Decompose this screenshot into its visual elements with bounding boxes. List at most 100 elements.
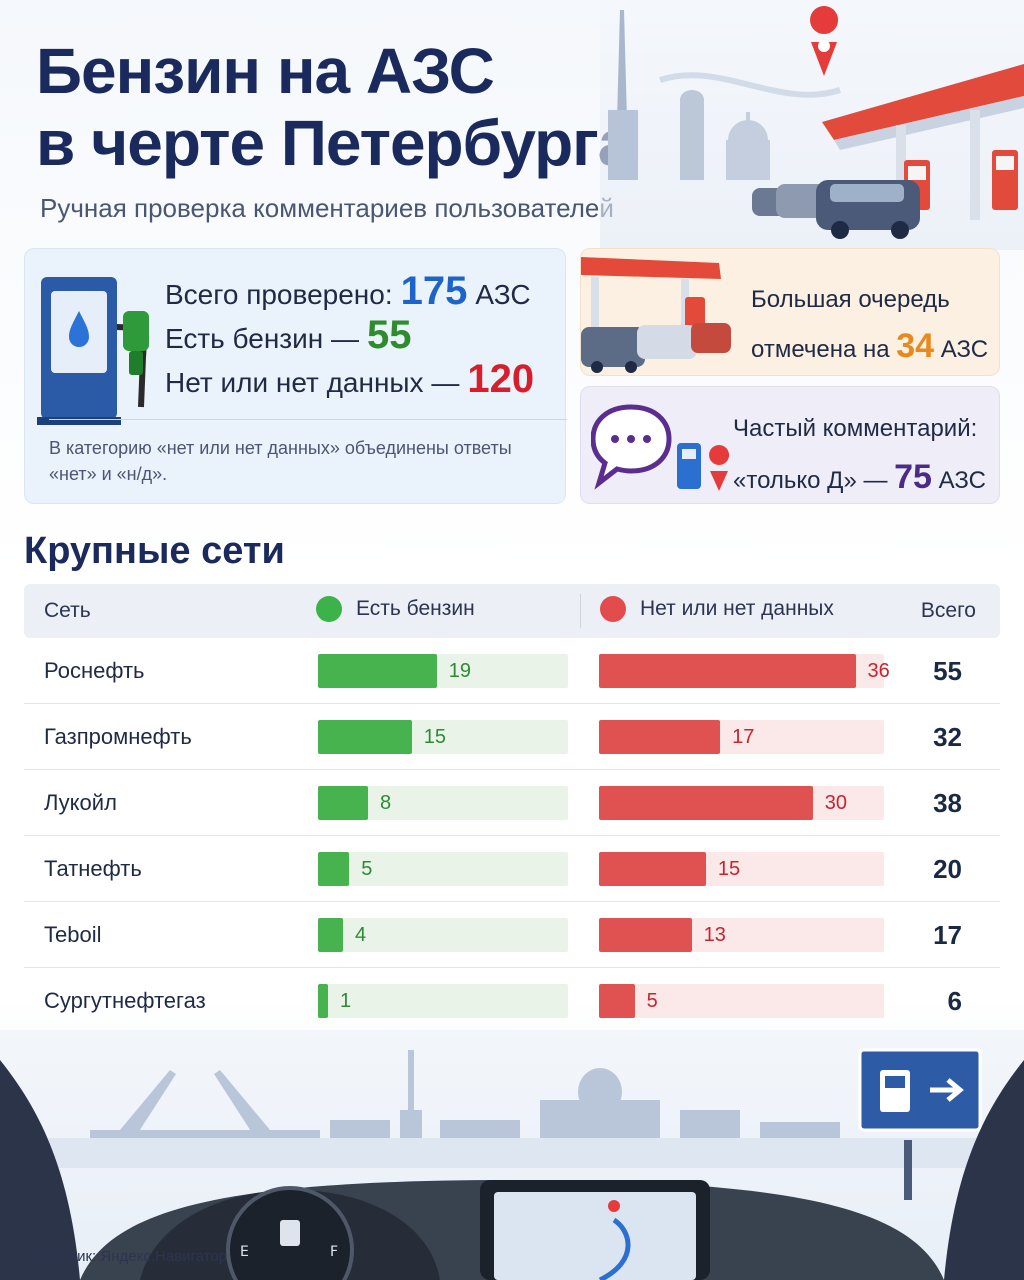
comment-text: Частый комментарий: «только Д» — 75 АЗС [733,409,986,505]
queue-line-1: Большая очередь [751,286,950,313]
queue-cars-illustration [581,257,731,373]
queue-card: Большая очередь отмечена на 34 АЗС [580,248,1000,376]
total-checked-value: 175 [400,269,468,313]
has-fuel-bar [318,720,412,754]
no-fuel-value: 15 [717,858,741,880]
no-fuel-value: 5 [646,990,658,1012]
network-name: Teboil [44,922,102,947]
has-fuel-bar [318,786,368,820]
has-fuel-bar [318,918,343,952]
no-fuel-track: 13 [599,918,884,952]
queue-prefix: отмечена на [751,336,890,364]
no-fuel-bar [599,720,721,754]
no-fuel-track: 36 [599,654,890,688]
has-fuel-value: 1 [340,990,352,1012]
network-total: 55 [933,656,962,686]
has-fuel-value: 8 [380,792,392,814]
network-total: 38 [933,788,962,818]
queue-unit: АЗС [940,336,989,364]
networks-table: Сеть Есть бензин Нет или нет данных Всег… [24,584,1000,1034]
network-name: Лукойл [44,790,117,815]
has-fuel-track: 1 [318,984,568,1018]
network-total: 17 [933,920,962,950]
has-fuel-bar [318,852,350,886]
fuel-pump-icon [37,277,149,425]
source-note: Источник: Яндекс.Навигатор [28,1248,228,1265]
page-subtitle: Ручная проверка комментариев пользовател… [40,193,614,223]
table-row: Татнефть 5 15 20 [24,836,1000,902]
no-fuel-value: 36 [867,660,890,682]
green-legend-dot [316,596,342,622]
column-header-network: Сеть [44,599,91,622]
total-checked-line: Всего проверено: 175 АЗС [165,269,534,313]
no-fuel-track: 5 [599,984,884,1018]
divider [49,419,567,420]
table-header: Сеть Есть бензин Нет или нет данных Всег… [24,584,1000,638]
table-row: Сургутнефтегаз 1 5 6 [24,968,1000,1034]
has-fuel-value: 55 [367,313,412,357]
queue-text: Большая очередь отмечена на 34 АЗС [751,281,988,374]
no-fuel-value: 120 [467,357,535,401]
network-total: 32 [933,722,962,752]
legend-no-fuel: Нет или нет данных [640,597,834,620]
column-header-no-fuel: Нет или нет данных [600,596,834,622]
total-checked-unit: АЗС [475,279,531,310]
column-header-has-fuel: Есть бензин [316,596,475,622]
comment-unit: АЗС [938,466,986,494]
header-separator [580,594,581,628]
table-row: Лукойл 8 30 38 [24,770,1000,836]
has-fuel-value: 5 [361,858,373,880]
has-fuel-track: 4 [318,918,568,952]
no-fuel-bar [599,918,692,952]
network-name: Татнефть [44,856,142,881]
table-row: Газпромнефть 15 17 32 [24,704,1000,770]
column-header-total: Всего [920,599,976,622]
section-title: Крупные сети [24,530,285,572]
no-fuel-line: Нет или нет данных — 120 [165,357,534,401]
svg-text:F: F [330,1244,338,1260]
no-fuel-bar [599,654,856,688]
queue-line-2: отмечена на 34 АЗС [751,319,988,373]
network-name: Роснефть [44,658,145,683]
table-row: Роснефть 19 36 55 [24,638,1000,704]
dashboard-illustration: E F [0,1030,1024,1280]
no-fuel-value: 13 [703,924,726,946]
has-fuel-value: 4 [355,924,367,946]
comment-prefix: «только Д» — [733,466,888,494]
network-name: Газпромнефть [44,724,192,749]
legend-has-fuel: Есть бензин [356,597,475,620]
has-fuel-track: 5 [318,852,568,886]
page-title: Бензин на АЗС в черте Петербурга [36,35,696,179]
category-note: В категорию «нет или нет данных» объедин… [49,438,512,485]
has-fuel-bar [318,654,437,688]
title-line-1: Бензин на АЗС [36,35,495,107]
has-fuel-track: 8 [318,786,568,820]
comment-line-1: Частый комментарий: [733,415,978,442]
has-fuel-label: Есть бензин — [165,323,360,354]
chat-bubble-icon [591,404,730,491]
has-fuel-value: 15 [423,726,446,748]
no-fuel-label: Нет или нет данных — [165,367,460,398]
no-fuel-bar [599,984,635,1018]
total-checked-label: Всего проверено: [165,279,393,310]
gas-station-illustration [600,0,1024,250]
comment-line-2: «только Д» — 75 АЗС [733,449,986,505]
no-fuel-bar [599,786,813,820]
no-fuel-value: 30 [824,792,847,814]
network-total: 6 [947,986,962,1016]
no-fuel-track: 17 [599,720,884,754]
title-line-2: в черте Петербурга [36,106,633,179]
table-body: Роснефть 19 36 55 Газпромнефть 15 17 32 Лукойл 8 3… [24,638,1000,1034]
svg-text:E: E [240,1244,249,1260]
has-fuel-bar [318,984,328,1018]
no-fuel-track: 15 [599,852,884,886]
no-fuel-track: 30 [599,786,884,820]
queue-value: 34 [896,327,935,366]
no-fuel-bar [599,852,706,886]
no-fuel-value: 17 [732,726,755,748]
has-fuel-track: 15 [318,720,568,754]
summary-card: Всего проверено: 175 АЗС Есть бензин — 5… [24,248,567,504]
has-fuel-track: 19 [318,654,568,688]
has-fuel-line: Есть бензин — 55 [165,313,534,357]
comment-card: Частый комментарий: «только Д» — 75 АЗС [580,386,1000,504]
